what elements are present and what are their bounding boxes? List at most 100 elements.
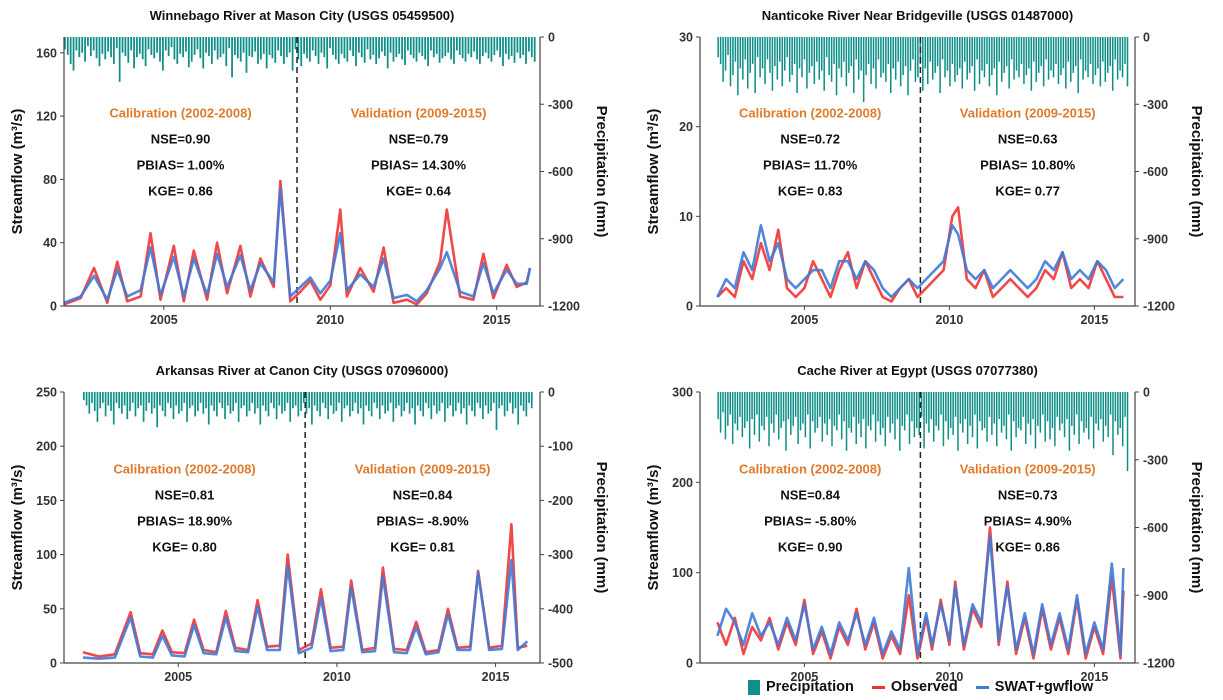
- precip-bar: [320, 37, 323, 53]
- x-tick-label: 2005: [164, 670, 192, 684]
- precip-bar: [1074, 37, 1077, 67]
- validation-nse: NSE=0.73: [998, 487, 1058, 502]
- precip-bar: [346, 37, 349, 62]
- precip-bar: [528, 392, 530, 403]
- precip-bar: [372, 37, 375, 55]
- precip-bar: [343, 37, 346, 59]
- precip-bar: [930, 392, 933, 420]
- precip-bar: [251, 392, 254, 403]
- precip-bar: [840, 392, 843, 440]
- precip-bar: [205, 37, 208, 53]
- precip-bar: [1028, 37, 1030, 69]
- precip-bar: [81, 37, 84, 53]
- precip-bar: [140, 392, 142, 406]
- precip-bar: [219, 37, 222, 58]
- precip-bar: [137, 392, 140, 409]
- precip-bar: [487, 37, 490, 59]
- precip-bar: [365, 392, 368, 406]
- precip-bar: [533, 37, 536, 62]
- precip-bar: [907, 37, 909, 96]
- precip-bar: [375, 37, 378, 64]
- x-tick-label: 2010: [316, 313, 344, 327]
- precip-bar: [843, 392, 845, 422]
- calibration-label: Calibration (2002-2008): [739, 106, 881, 121]
- precip-bar: [821, 392, 824, 442]
- precip-bar: [446, 392, 449, 409]
- precip-bar: [1034, 392, 1037, 449]
- precip-bar: [925, 392, 928, 424]
- precip-bar: [1107, 392, 1109, 438]
- precip-bar: [254, 37, 257, 52]
- precip-bar: [884, 392, 887, 447]
- validation-pbias: PBIAS= 4.90%: [984, 513, 1072, 528]
- validation-pbias: PBIAS= -8.90%: [377, 513, 470, 528]
- precip-bar: [316, 392, 319, 411]
- precip-bar: [164, 37, 167, 51]
- precip-bar: [193, 37, 196, 55]
- precip-bar: [872, 37, 875, 69]
- precip-bar: [131, 392, 134, 403]
- precip-bar: [441, 37, 444, 59]
- y2-tick-label: -900: [1143, 232, 1168, 246]
- precip-bar: [490, 37, 493, 62]
- precip-bar: [1111, 37, 1114, 91]
- precip-bar: [937, 392, 940, 431]
- precip-bar: [499, 37, 501, 58]
- precip-bar: [216, 392, 218, 417]
- precip-bar: [1062, 37, 1065, 69]
- precip-bar: [768, 392, 770, 447]
- precip-bar: [92, 37, 95, 51]
- precip-bar: [939, 37, 941, 94]
- precip-bar: [823, 392, 826, 424]
- precip-bar: [946, 37, 949, 71]
- precip-bar: [196, 37, 199, 50]
- precip-bar: [236, 37, 239, 59]
- precip-bar: [734, 392, 736, 424]
- precip-bar: [803, 37, 806, 60]
- precip-bar: [857, 37, 860, 80]
- precip-bar: [363, 37, 366, 63]
- precip-bar: [273, 392, 275, 409]
- validation-nse: NSE=0.63: [998, 132, 1058, 147]
- precip-bar: [976, 392, 979, 449]
- precip-bar: [1068, 392, 1071, 451]
- precip-bar: [381, 37, 383, 52]
- precip-bar: [493, 37, 496, 55]
- precip-bar: [1037, 392, 1039, 426]
- precip-bar: [1114, 37, 1116, 60]
- precip-bar: [717, 392, 719, 420]
- precip-bar: [352, 37, 355, 57]
- precip-bar: [268, 37, 271, 55]
- precip-bar: [1033, 37, 1035, 62]
- precip-bar: [242, 37, 245, 53]
- precip-bar: [473, 392, 476, 417]
- precip-bar: [482, 392, 484, 420]
- precip-bar: [988, 392, 991, 417]
- precip-bar: [1077, 37, 1079, 94]
- calibration-nse: NSE=0.72: [780, 132, 840, 147]
- precip-bar: [986, 37, 988, 64]
- precip-bar: [782, 392, 785, 422]
- precip-bar: [1078, 392, 1080, 444]
- precip-bar: [308, 37, 311, 62]
- precip-bar: [237, 392, 240, 422]
- precip-bar: [1025, 37, 1028, 76]
- x-tick-label: 2005: [790, 313, 818, 327]
- precip-bar: [727, 37, 729, 55]
- precip-bar: [724, 37, 727, 71]
- precip-bar: [916, 392, 918, 429]
- precip-bar: [513, 37, 516, 63]
- precip-bar: [904, 37, 907, 67]
- legend-item-precipitation: Precipitation: [748, 679, 854, 695]
- precip-bar: [156, 37, 159, 53]
- precip-bar: [922, 37, 924, 91]
- precip-bar: [1107, 37, 1109, 73]
- precip-bar: [777, 392, 780, 440]
- precip-bar: [734, 37, 737, 62]
- precip-bar: [1097, 392, 1100, 431]
- precip-bar: [877, 392, 879, 422]
- precip-bar: [973, 37, 976, 91]
- precip-bar: [525, 37, 527, 64]
- x-tick-label: 2015: [1080, 313, 1108, 327]
- precip-bar: [194, 392, 197, 417]
